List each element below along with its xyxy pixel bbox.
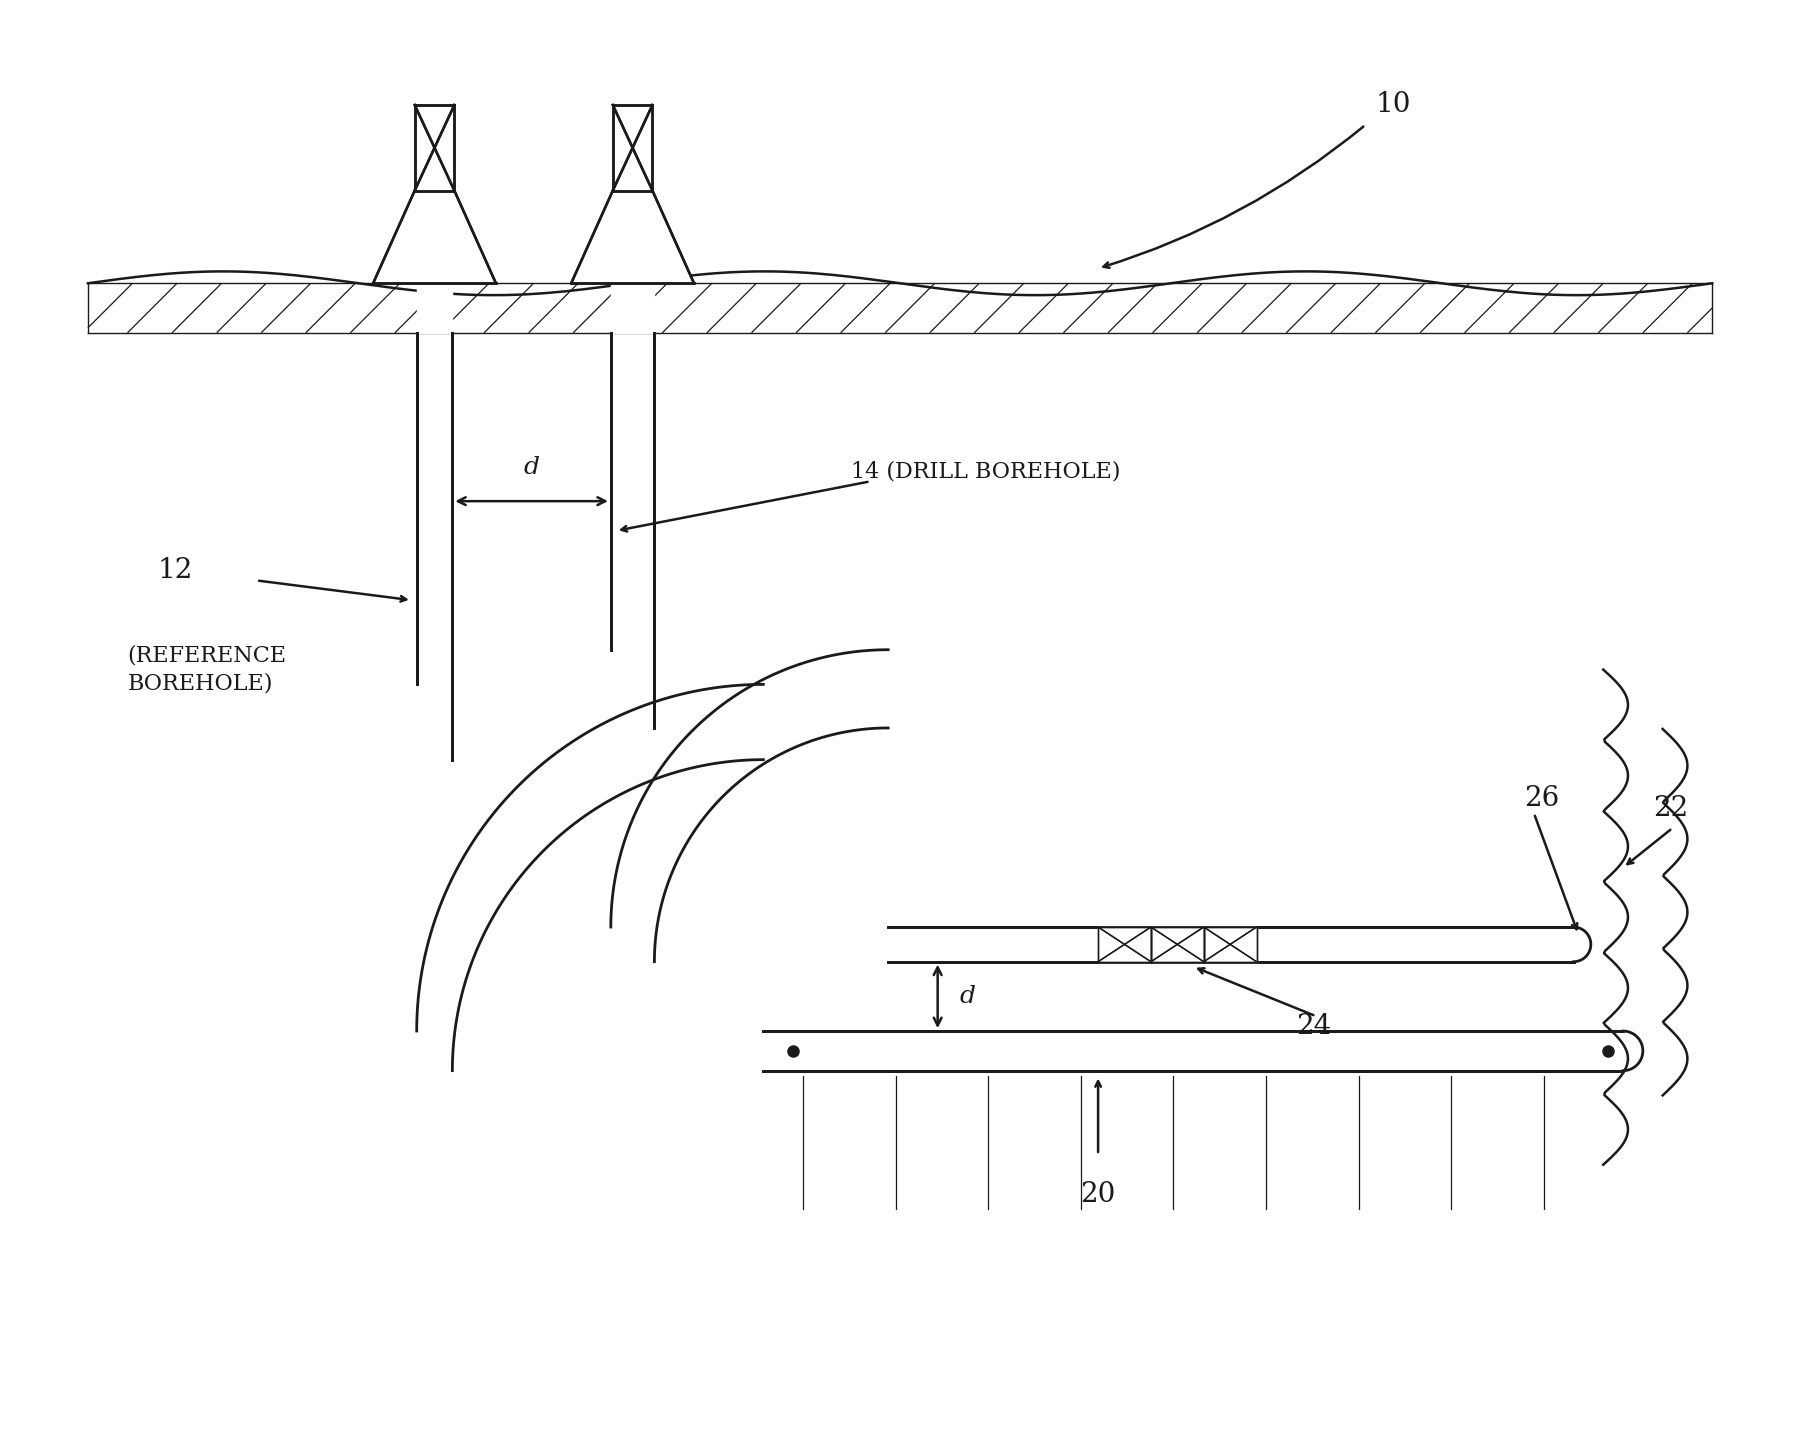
Text: d: d: [523, 456, 540, 480]
Text: 20: 20: [1081, 1181, 1115, 1208]
Bar: [1097, 927, 1256, 962]
Text: 14 (DRILL BOREHOLE): 14 (DRILL BOREHOLE): [850, 461, 1121, 483]
Polygon shape: [614, 104, 652, 191]
Text: 10: 10: [1375, 91, 1412, 119]
Bar: [417, 268, 453, 333]
Bar: [417, 343, 453, 684]
Text: d: d: [960, 985, 975, 1009]
Text: (REFERENCE
BOREHOLE): (REFERENCE BOREHOLE): [128, 645, 287, 696]
Bar: [888, 927, 1574, 962]
Polygon shape: [374, 191, 496, 283]
Bar: [610, 268, 655, 333]
Polygon shape: [570, 191, 693, 283]
Bar: [764, 1032, 1623, 1071]
Text: 26: 26: [1523, 785, 1560, 811]
Polygon shape: [415, 104, 455, 191]
Text: 12: 12: [157, 556, 193, 584]
Text: 24: 24: [1296, 1013, 1332, 1039]
Bar: [610, 343, 655, 640]
Text: 22: 22: [1653, 794, 1688, 822]
